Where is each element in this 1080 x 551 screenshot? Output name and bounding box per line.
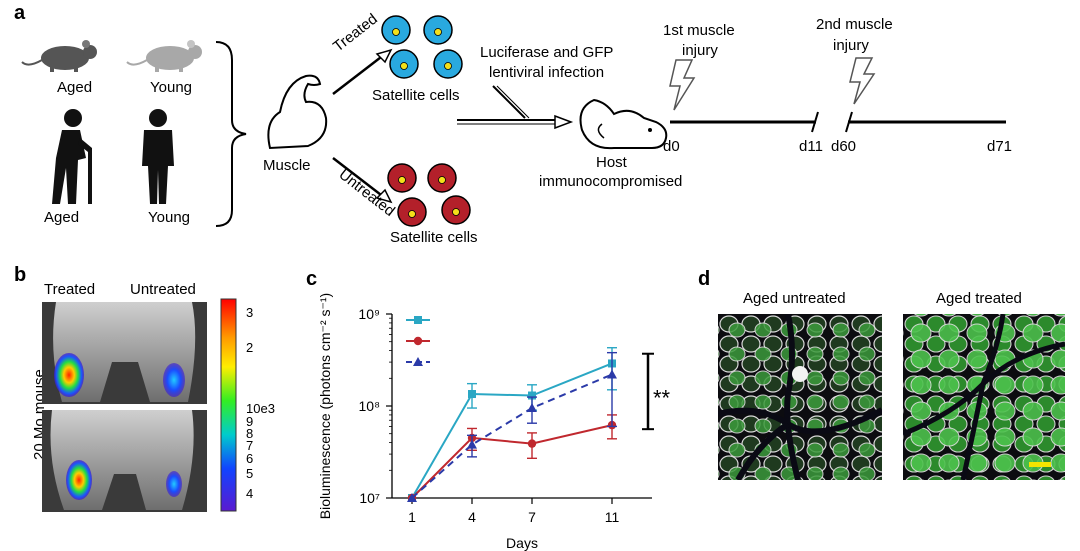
aged-mouse-icon	[21, 40, 97, 72]
y-tick-label: 10⁸	[359, 398, 381, 414]
injury2-line1: 2nd muscle	[816, 16, 893, 33]
injury1-line2: injury	[682, 42, 718, 59]
host-mouse-icon	[579, 98, 668, 150]
treated-column-label: Treated	[44, 281, 96, 298]
untreated-arrow-icon	[332, 157, 393, 204]
satellite-cells-bottom-label: Satellite cells	[390, 229, 478, 246]
histology-treated-image	[903, 314, 1065, 480]
significance-label: **	[653, 385, 671, 410]
data-point	[407, 493, 417, 502]
muscle-label: Muscle	[263, 157, 311, 174]
data-point	[607, 369, 617, 379]
x-tick-label: 11	[605, 509, 620, 525]
series-line	[411, 373, 613, 499]
infection-label-line1: Luciferase and GFP	[480, 44, 614, 61]
aged-human-icon	[52, 109, 92, 204]
x-axis-label: Days	[506, 535, 538, 551]
aged-human-label: Aged	[44, 209, 80, 226]
colorbar-tick-9: 9	[246, 414, 254, 429]
split-arrows	[332, 48, 393, 204]
data-point	[467, 439, 477, 449]
data-point	[527, 439, 537, 448]
treated-arrow-icon	[332, 48, 393, 95]
satellite-cells-top-label: Satellite cells	[372, 87, 460, 104]
y-axis-label: Bioluminescence (photons cm⁻² s⁻¹)	[317, 293, 333, 519]
colorbar	[220, 298, 237, 512]
syringe-icon	[492, 85, 530, 119]
panel-b-letter: b	[14, 264, 27, 286]
injury2-line2: injury	[833, 37, 869, 54]
histology-untreated-image	[718, 314, 882, 480]
colorbar-tick-10e3: 10e3	[246, 401, 275, 416]
young-human-icon	[142, 109, 174, 204]
y-tick-label: 10⁷	[359, 490, 380, 506]
y-tick-label: 10⁹	[358, 306, 380, 322]
injection-arrows	[457, 85, 574, 130]
timeline	[669, 57, 1006, 133]
mice-icons	[21, 40, 202, 72]
panel-c-letter: c	[306, 268, 318, 290]
timeline-d60: d60	[831, 138, 857, 155]
brace-icon	[215, 41, 247, 227]
lightning-2-icon	[849, 57, 876, 105]
data-point	[528, 391, 536, 400]
host-label-line2: immunocompromised	[539, 173, 683, 190]
data-point	[468, 390, 476, 399]
legend-marker	[414, 316, 422, 324]
colorbar-tick-6: 6	[246, 451, 254, 466]
colorbar-tick-7: 7	[246, 438, 254, 453]
legend-marker	[413, 336, 423, 346]
young-mouse-icon	[126, 40, 202, 72]
legend-marker	[413, 357, 423, 366]
x-tick-label: 1	[408, 509, 416, 525]
x-tick-label: 4	[468, 509, 476, 525]
young-mouse-label: Young	[150, 79, 192, 96]
bli-image-top	[42, 302, 207, 404]
colorbar-tick-4: 4	[246, 486, 254, 501]
series-line	[411, 362, 613, 499]
injury1-line1: 1st muscle	[663, 22, 735, 39]
aged-untreated-title: Aged untreated	[743, 290, 846, 307]
aged-treated-title: Aged treated	[936, 290, 1022, 307]
untreated-cells	[387, 163, 471, 227]
colorbar-tick-5: 5	[246, 466, 254, 481]
arrow-to-host-icon	[457, 114, 574, 130]
timeline-d0: d0	[663, 138, 680, 155]
muscle-arm-icon	[267, 74, 328, 150]
treated-cells	[381, 15, 463, 79]
timeline-d11: d11	[799, 138, 823, 155]
data-point	[527, 403, 537, 413]
scale-bar	[1029, 462, 1051, 467]
bli-image-bottom	[42, 410, 207, 512]
panel-d-letter: d	[698, 268, 711, 290]
timeline-d71: d71	[987, 138, 1013, 155]
lightning-1-icon	[669, 59, 696, 111]
bioluminescence-chart: 10⁷ 10⁸ 10⁹ 1 4 7 11 Days Bioluminescence (photo…	[317, 293, 671, 551]
young-human-label: Young	[148, 209, 190, 226]
aged-mouse-label: Aged	[57, 79, 93, 96]
colorbar-tick-8: 8	[246, 426, 254, 441]
bioluminescence-images	[42, 302, 207, 512]
x-tick-label: 7	[528, 509, 536, 525]
human-icons	[52, 109, 174, 204]
panel-a-letter: a	[14, 2, 26, 24]
untreated-column-label: Untreated	[130, 281, 196, 298]
host-label-line1: Host	[596, 154, 627, 171]
series-line	[411, 424, 613, 499]
colorbar-tick-3: 3	[246, 305, 254, 320]
colorbar-tick-2: 2	[246, 340, 254, 355]
infection-label-line2: lentiviral infection	[489, 64, 605, 81]
